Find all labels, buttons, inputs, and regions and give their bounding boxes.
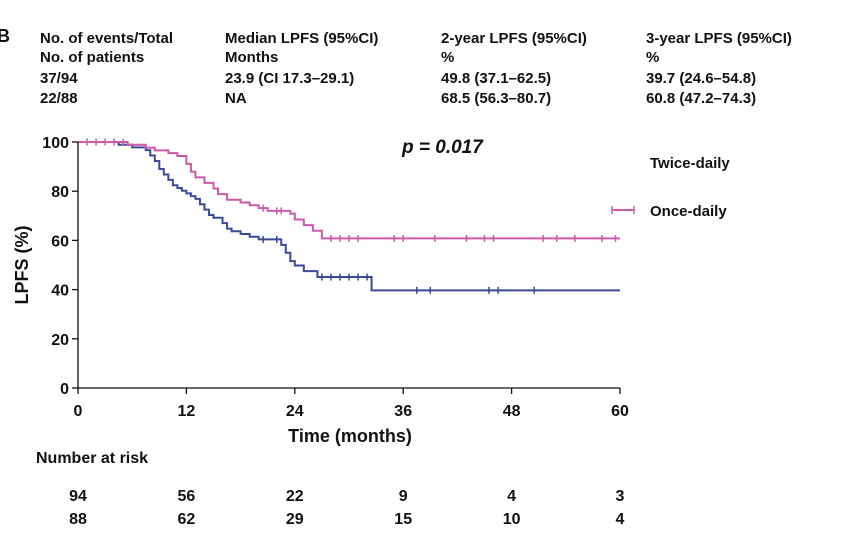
header-median: Median LPFS (95%CI) Months — [225, 29, 378, 67]
legend-label-once-daily: Once-daily — [650, 203, 727, 220]
km-curve-once-daily — [78, 141, 620, 240]
legend: Twice-daily Once-daily — [611, 155, 730, 220]
risk-value-row2-t48: 10 — [503, 511, 521, 528]
risk-value-row1-t12: 56 — [178, 488, 196, 505]
ticks-layer: 0 20 40 60 80 100 0 12 24 36 48 60 — [42, 135, 629, 420]
x-tick-label-60: 60 — [611, 403, 629, 420]
y-tick-label-0: 0 — [60, 381, 69, 398]
header-events-line1: No. of events/Total — [40, 30, 174, 47]
header-2yr-line1: 2-year LPFS (95%CI) — [441, 30, 587, 47]
panel-label: B — [0, 26, 10, 46]
row1-median: 23.9 (CI 17.3–29.1) — [225, 70, 355, 87]
header-3yr-line2: % — [646, 49, 660, 66]
header-3yr: 3-year LPFS (95%CI) % — [646, 29, 792, 67]
km-curve-twice-daily — [78, 141, 620, 292]
y-axis-label: LPFS (%) — [12, 225, 32, 304]
risk-value-row1-t24: 22 — [286, 488, 304, 505]
y-tick-label-40: 40 — [51, 283, 69, 300]
y-tick-label-60: 60 — [51, 233, 69, 250]
row1-3yr: 39.7 (24.6–54.8) — [646, 70, 757, 87]
risk-value-row1-t0: 94 — [69, 488, 87, 505]
row2-2yr: 68.5 (56.3–80.7) — [441, 90, 552, 107]
row2-3yr: 60.8 (47.2–74.3) — [646, 90, 757, 107]
risk-value-row2-t36: 15 — [394, 511, 412, 528]
x-tick-label-0: 0 — [74, 403, 83, 420]
x-tick-label-24: 24 — [286, 403, 304, 420]
axes-layer — [77, 142, 620, 389]
row1-2yr: 49.8 (37.1–62.5) — [441, 70, 552, 87]
x-tick-label-36: 36 — [394, 403, 412, 420]
y-tick-label-100: 100 — [42, 135, 69, 152]
risk-value-row1-t48: 4 — [507, 488, 516, 505]
risk-value-row1-t36: 9 — [399, 488, 408, 505]
risk-value-row2-t24: 29 — [286, 511, 304, 528]
header-events: No. of events/Total No. of patients — [40, 29, 173, 67]
risk-value-row1-t60: 3 — [616, 488, 625, 505]
x-tick-label-48: 48 — [503, 403, 521, 420]
header-2yr-line2: % — [441, 49, 455, 66]
header-events-line2: No. of patients — [40, 49, 145, 66]
risk-value-row2-t12: 62 — [178, 511, 196, 528]
header-2yr: 2-year LPFS (95%CI) % — [441, 29, 587, 67]
header-median-line1: Median LPFS (95%CI) — [225, 30, 379, 47]
x-axis-label: Time (months) — [288, 426, 412, 446]
series-layer — [78, 138, 620, 294]
number-at-risk-table: Number at risk 94 56 22 9 4 388 62 29 15 10 4 — [36, 450, 625, 528]
risk-value-row2-t0: 88 — [69, 511, 87, 528]
risk-table-title: Number at risk — [36, 450, 148, 467]
y-tick-label-20: 20 — [51, 332, 69, 349]
row1-events: 37/94 — [40, 70, 78, 87]
p-value-annotation: p = 0.017 — [401, 137, 484, 158]
y-tick-label-80: 80 — [51, 184, 69, 201]
x-tick-label-12: 12 — [178, 403, 196, 420]
legend-label-twice-daily: Twice-daily — [650, 155, 730, 172]
row2-median: NA — [225, 90, 247, 107]
header-median-line2: Months — [225, 49, 279, 66]
risk-value-row2-t60: 4 — [616, 511, 625, 528]
header-3yr-line1: 3-year LPFS (95%CI) — [646, 30, 792, 47]
row2-events: 22/88 — [40, 90, 78, 107]
